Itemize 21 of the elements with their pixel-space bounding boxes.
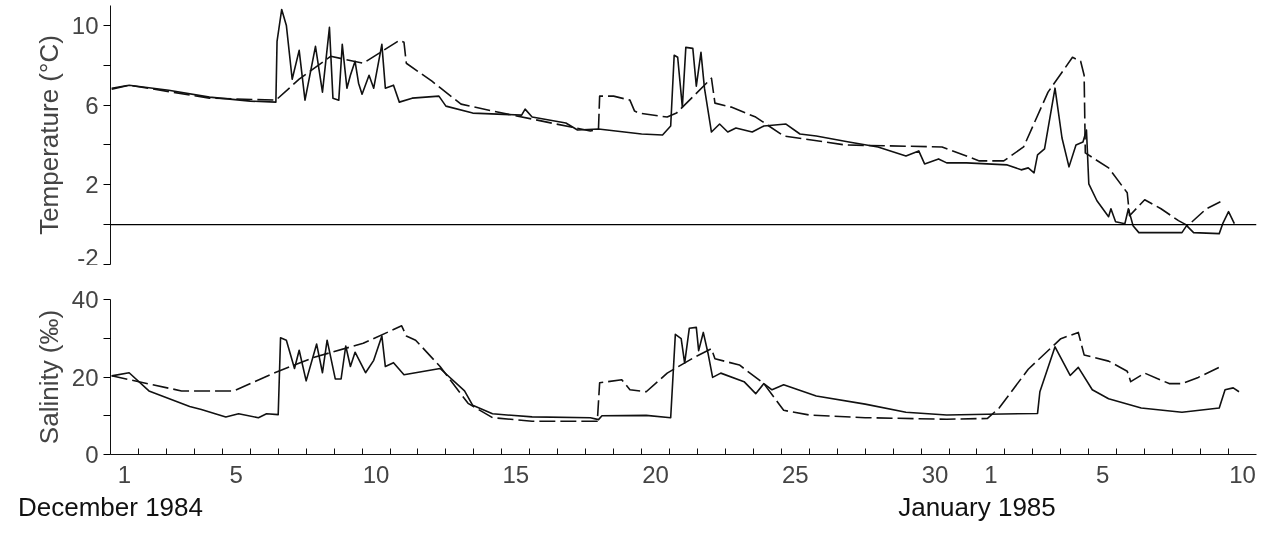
y-tick-label: 2 bbox=[85, 171, 99, 199]
y-axis-title: Temperature (°C) bbox=[33, 35, 64, 235]
x-tick-label: 10 bbox=[362, 460, 390, 488]
y-tick-label: 20 bbox=[71, 363, 99, 391]
x-tick-label: 5 bbox=[229, 460, 243, 488]
x-tick-label: 10 bbox=[1229, 460, 1256, 488]
y-tick-label: 0 bbox=[85, 441, 99, 468]
text: January 1985 bbox=[898, 491, 1056, 522]
x-tick-label: 30 bbox=[921, 460, 949, 488]
x-tick-label: 15 bbox=[502, 460, 530, 488]
text: December 1984 bbox=[18, 491, 203, 522]
y-tick-label: 40 bbox=[71, 286, 99, 313]
y-axis-title: Salinity (‰) bbox=[33, 309, 64, 445]
y-tick-label: 6 bbox=[85, 91, 99, 119]
x-tick-label: 1 bbox=[117, 460, 132, 488]
x-tick-label: 1 bbox=[984, 460, 998, 488]
x-tick-label: 20 bbox=[642, 460, 669, 488]
x-tick-label: 25 bbox=[781, 460, 809, 488]
y-tick-label: 10 bbox=[71, 11, 99, 39]
x-tick-label: 5 bbox=[1096, 460, 1110, 488]
y-tick-label: -2 bbox=[77, 243, 99, 271]
